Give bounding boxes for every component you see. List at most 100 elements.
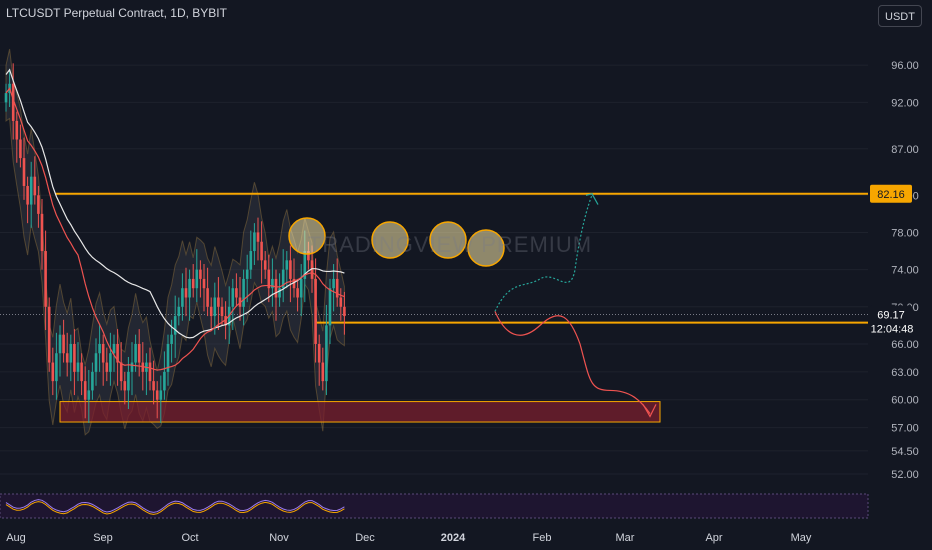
y-tick-label: 87.00 — [891, 144, 919, 156]
x-tick-label: Mar — [616, 532, 635, 544]
candle-body — [51, 362, 55, 382]
candle-body — [209, 306, 213, 317]
resistance-price-label: 82.16 — [877, 189, 905, 201]
candle-body — [328, 288, 332, 326]
candle-body — [202, 278, 206, 289]
candle-body — [231, 288, 235, 307]
y-tick-label: 74.00 — [891, 265, 919, 277]
candle-body — [101, 343, 105, 363]
x-tick-label: Nov — [269, 532, 289, 544]
candle-body — [11, 83, 15, 121]
highlight-circle — [467, 229, 505, 267]
candle-body — [87, 390, 91, 400]
rsi-pane — [0, 493, 869, 519]
candle-body — [256, 232, 260, 242]
y-tick-label: 66.00 — [891, 339, 919, 351]
candle-body — [91, 371, 94, 391]
x-tick-label: 2024 — [441, 532, 466, 544]
candle-body — [112, 343, 116, 354]
candle-body — [325, 325, 328, 382]
candle-body — [116, 343, 119, 363]
candle-body — [184, 288, 188, 298]
candle-body — [274, 278, 278, 298]
candle-body — [141, 362, 145, 372]
candle-body — [109, 353, 112, 372]
candle-body — [26, 185, 29, 205]
candle-body — [65, 353, 69, 363]
candle-body — [33, 176, 37, 196]
y-tick-label: 52.00 — [891, 469, 919, 481]
candle-body — [4, 93, 8, 103]
candle-body — [155, 390, 159, 400]
candle-body — [321, 362, 325, 382]
currency-button[interactable]: USDT — [878, 5, 922, 27]
candle-body — [170, 334, 173, 344]
y-tick-label: 78.00 — [891, 227, 919, 239]
candle-body — [224, 316, 227, 326]
candle-body — [303, 251, 307, 279]
resistance-price-label-bg — [870, 184, 912, 203]
highlight-circle — [429, 221, 467, 259]
highlight-circle — [288, 217, 326, 255]
candle-body — [317, 343, 321, 363]
candle-body — [80, 362, 83, 382]
candle-body — [19, 139, 22, 159]
countdown-label-bg — [870, 320, 914, 337]
candle-body — [37, 195, 40, 214]
candle-body — [314, 278, 317, 344]
candle-body — [130, 362, 134, 372]
candle-body — [94, 353, 98, 372]
candle-body — [105, 362, 109, 372]
candle-body — [292, 278, 296, 289]
candle-body — [289, 260, 292, 279]
candle-body — [310, 260, 314, 279]
y-tick-label: 54.50 — [891, 446, 919, 458]
y-tick-label: 60.00 — [891, 395, 919, 407]
candle-body — [83, 381, 87, 400]
candle-body — [307, 251, 310, 261]
candle-body — [188, 278, 191, 298]
rsi-signal-line — [5, 501, 345, 515]
candle-body — [220, 306, 224, 317]
candle-body — [245, 269, 249, 279]
x-tick-label: Aug — [6, 532, 26, 544]
candle-body — [123, 381, 127, 391]
candle-body — [299, 278, 303, 298]
candle-body — [281, 269, 285, 289]
candle-body — [127, 371, 130, 391]
candle-body — [98, 343, 101, 354]
candle-body — [343, 306, 346, 317]
x-tick-label: Oct — [181, 532, 198, 544]
candle-body — [263, 260, 267, 270]
candle-body — [148, 362, 152, 382]
candle-body — [137, 343, 141, 363]
candle-body — [285, 260, 289, 270]
candle-body — [242, 278, 245, 307]
bearish-projection — [494, 311, 651, 415]
candle-body — [253, 232, 256, 252]
candle-body — [163, 371, 166, 391]
candle-body — [55, 353, 58, 382]
candle-body — [195, 269, 199, 289]
candle-body — [177, 306, 181, 317]
candle-body — [206, 288, 209, 307]
candle-body — [339, 297, 343, 307]
candle-body — [73, 343, 76, 372]
x-tick-label: Sep — [93, 532, 113, 544]
candle-body — [134, 343, 137, 363]
candle-body — [260, 241, 263, 261]
candle-body — [217, 297, 220, 307]
candle-body — [58, 334, 62, 354]
candle-body — [173, 316, 177, 335]
y-tick-label: 63.00 — [891, 367, 919, 379]
candle-body — [40, 213, 44, 252]
y-tick-label: 96.00 — [891, 60, 919, 72]
bullish-arrowhead — [585, 193, 599, 205]
candle-body — [166, 343, 170, 372]
candle-body — [235, 288, 238, 298]
ma-slow-line — [5, 68, 345, 339]
countdown-label: 12:04:48 — [871, 324, 914, 336]
candle-body — [159, 390, 163, 400]
bollinger-band — [5, 48, 345, 436]
